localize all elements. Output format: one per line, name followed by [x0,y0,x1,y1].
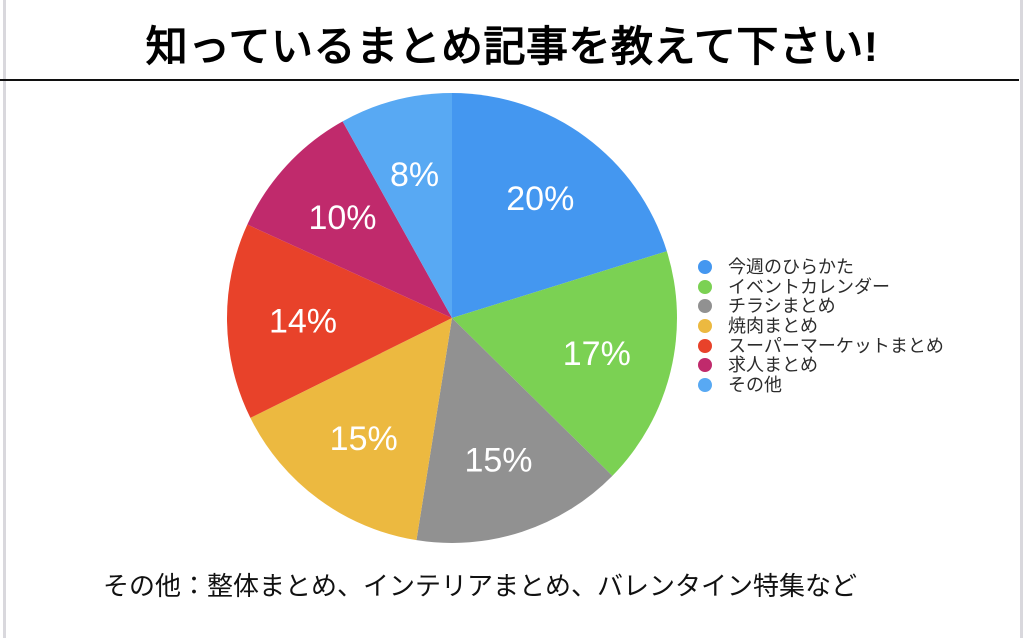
legend-item: チラシまとめ [698,296,944,316]
legend-label: チラシまとめ [728,296,836,317]
slice-percent-label: 10% [308,199,376,237]
pie-slice-5 [226,224,452,418]
legend-color-dot [698,338,712,353]
legend-color-dot [698,299,712,314]
legend-label: 今週のひらかた [728,256,854,277]
right-page-border [1020,0,1023,638]
slice-percent-label: 8% [390,156,439,194]
legend-item: 求人まとめ [698,355,944,375]
slice-percent-label: 15% [464,442,532,480]
left-page-border [3,0,6,638]
pie-slice-3 [416,318,613,543]
legend-label: その他 [728,374,782,395]
pie-slice-7 [342,93,452,318]
pie-slice-4 [250,318,452,541]
slice-percent-label: 17% [563,335,631,373]
slice-percent-label: 15% [330,420,398,458]
legend-item: その他 [698,375,944,395]
chart-legend: 今週のひらかた イベントカレンダー チラシまとめ 焼肉まとめ スーパーマーケットまとめ求… [698,257,944,395]
legend-color-dot [698,377,712,392]
legend-color-dot [698,279,712,294]
pie-slice-1 [452,93,667,318]
title-divider [0,79,1019,81]
legend-label: 焼肉まとめ [728,315,818,336]
legend-label: スーパーマーケットまとめ [728,335,944,356]
legend-item: イベントカレンダー [698,277,944,297]
legend-item: 今週のひらかた [698,257,944,277]
slice-percent-label: 14% [269,302,337,340]
slice-percent-label: 20% [506,180,574,218]
chart-header: 知っているまとめ記事を教えて下さい! [0,0,1024,80]
legend-color-dot [698,259,712,274]
chart-title: 知っているまとめ記事を教えて下さい! [145,22,879,70]
pie-slice-6 [247,121,452,318]
legend-item: スーパーマーケットまとめ [698,336,944,356]
legend-color-dot [698,358,712,373]
legend-label: 求人まとめ [728,355,818,376]
legend-label: イベントカレンダー [728,276,890,297]
legend-item: 焼肉まとめ [698,316,944,336]
pie-slice-2 [452,251,677,476]
chart-footnote: その他：整体まとめ、インテリアまとめ、バレンタイン特集など [103,571,858,601]
legend-color-dot [698,318,712,333]
